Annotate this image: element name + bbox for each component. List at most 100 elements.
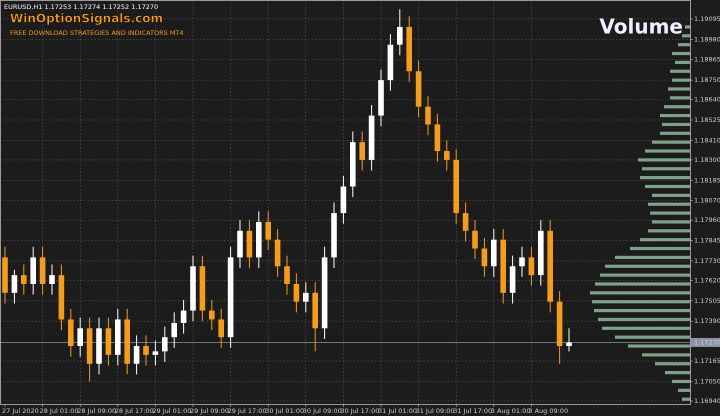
candle-body bbox=[472, 230, 478, 249]
y-tick-label: 1.17620 bbox=[694, 276, 720, 284]
candle-body bbox=[566, 342, 572, 347]
volume-bar bbox=[648, 229, 690, 233]
volume-bar bbox=[682, 34, 690, 38]
candle-body bbox=[397, 26, 403, 45]
candle-body bbox=[143, 346, 149, 355]
candle-body bbox=[227, 257, 234, 338]
candle-body bbox=[312, 292, 318, 329]
volume-bar bbox=[642, 167, 690, 171]
x-tick-label: 28 Jul 09:00 bbox=[77, 407, 116, 415]
candle-body bbox=[284, 266, 290, 284]
volume-bar bbox=[650, 211, 690, 215]
candle-body bbox=[444, 151, 450, 160]
candle-body bbox=[434, 124, 441, 152]
volume-bar bbox=[652, 193, 690, 197]
x-tick-label: 31 Jul 09:00 bbox=[416, 407, 455, 415]
candle-body bbox=[2, 257, 8, 293]
candle-body bbox=[237, 230, 243, 258]
candle-body bbox=[509, 266, 516, 293]
volume-bar bbox=[640, 176, 690, 180]
y-tick-label: 1.17845 bbox=[694, 237, 720, 245]
candle-body bbox=[321, 257, 328, 329]
candle-body bbox=[406, 26, 412, 72]
candle-body bbox=[218, 319, 224, 338]
volume-bar bbox=[640, 238, 690, 242]
plot-frame bbox=[0, 0, 691, 405]
volume-bar bbox=[592, 300, 690, 304]
candle-body bbox=[462, 213, 469, 231]
candle-body bbox=[30, 257, 36, 284]
candle-body bbox=[547, 230, 553, 302]
candle-body bbox=[350, 142, 356, 187]
volume-bar bbox=[655, 362, 690, 366]
candle-body bbox=[21, 275, 27, 284]
volume-bar bbox=[645, 149, 690, 153]
candle-body bbox=[274, 239, 281, 267]
logo: WinOptionSignals.com bbox=[10, 12, 163, 26]
volume-bar bbox=[670, 96, 690, 100]
volume-bar bbox=[648, 202, 690, 206]
y-tick-label: 1.17165 bbox=[694, 357, 720, 365]
candle-body bbox=[256, 221, 262, 258]
candle-body bbox=[415, 71, 422, 107]
volume-bar bbox=[615, 255, 690, 259]
candle-body bbox=[368, 115, 375, 160]
x-tick-label: 29 Jul 01:00 bbox=[152, 407, 191, 415]
volume-bar bbox=[660, 113, 690, 118]
x-tick-label: 27 Jul 2020 bbox=[2, 407, 39, 415]
volume-bar bbox=[664, 105, 690, 109]
subtitle: FREE DOWNLOAD STRATEGIES AND INDICATORS … bbox=[10, 29, 184, 37]
volume-bar bbox=[645, 184, 690, 189]
y-tick-label: 1.18640 bbox=[694, 96, 720, 104]
candle-body bbox=[180, 310, 187, 323]
y-tick-label: 1.17960 bbox=[694, 216, 720, 224]
candle-body bbox=[152, 351, 159, 355]
volume-bar bbox=[652, 140, 690, 144]
last-price-box bbox=[691, 337, 720, 347]
y-tick-label: 1.16940 bbox=[694, 397, 720, 405]
volume-bar bbox=[602, 326, 690, 330]
y-tick-label: 1.17730 bbox=[694, 257, 720, 265]
x-tick-label: 30 Jul 09:00 bbox=[303, 407, 342, 415]
volume-bar bbox=[605, 264, 690, 268]
candle-body bbox=[133, 346, 140, 364]
candle-body bbox=[39, 257, 46, 284]
volume-bar bbox=[630, 246, 690, 251]
volume-bar bbox=[672, 78, 690, 82]
candle-body bbox=[331, 213, 337, 258]
volume-bar bbox=[598, 317, 690, 322]
candle-body bbox=[162, 337, 168, 352]
y-tick-label: 1.18185 bbox=[694, 176, 720, 184]
volume-bar bbox=[638, 158, 690, 162]
candle-body bbox=[481, 248, 488, 267]
candle-body bbox=[209, 310, 215, 320]
y-tick-label: 1.19095 bbox=[694, 15, 720, 23]
y-tick-label: 1.17050 bbox=[694, 377, 720, 385]
volume-bar bbox=[652, 220, 690, 224]
volume-bar bbox=[670, 69, 690, 73]
candle-body bbox=[11, 275, 18, 293]
candle-body bbox=[124, 319, 130, 364]
candle-body bbox=[96, 328, 102, 364]
volume-bar bbox=[672, 51, 690, 56]
volume-bar bbox=[594, 308, 690, 313]
y-tick-label: 1.18300 bbox=[694, 156, 720, 164]
candle-body bbox=[77, 328, 83, 347]
candle-body bbox=[340, 186, 347, 214]
x-tick-label: 3 Aug 01:00 bbox=[491, 407, 531, 415]
y-tick-label: 1.18865 bbox=[694, 56, 720, 64]
candle-body bbox=[190, 266, 196, 311]
x-tick-label: 28 Jul 17:00 bbox=[115, 407, 154, 415]
volume-bar bbox=[595, 282, 690, 286]
y-tick-label: 1.18070 bbox=[694, 197, 720, 205]
candle-body bbox=[246, 230, 253, 258]
volume-bar bbox=[678, 43, 690, 47]
candle-body bbox=[49, 275, 55, 284]
y-tick-label: 1.17505 bbox=[694, 297, 720, 305]
candle-body bbox=[500, 239, 506, 293]
x-tick-label: 31 Jul 01:00 bbox=[378, 407, 417, 415]
volume-bar bbox=[665, 371, 690, 375]
volume-bar bbox=[590, 291, 690, 295]
y-tick-label: 1.18750 bbox=[694, 76, 720, 84]
